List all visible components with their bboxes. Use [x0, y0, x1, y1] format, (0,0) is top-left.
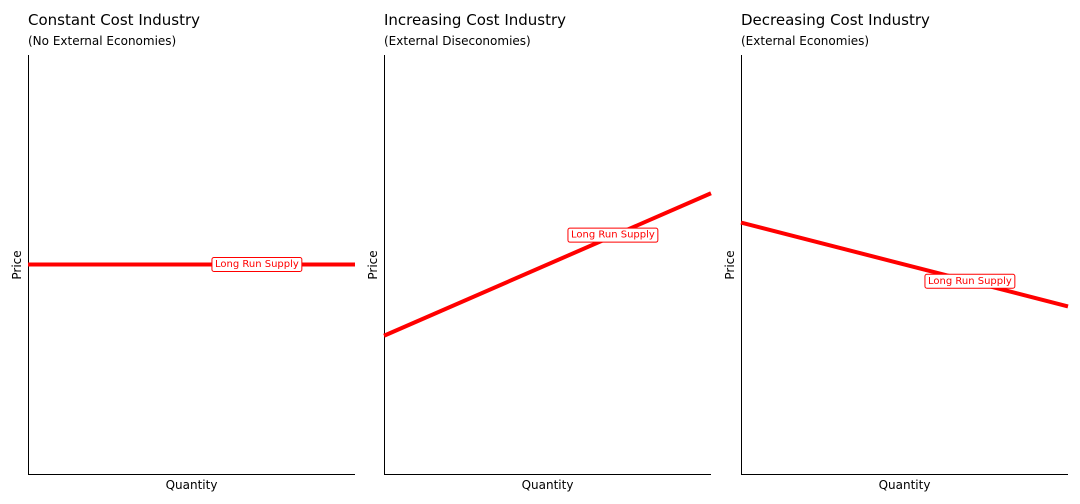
chart-panel-decreasing-cost: Decreasing Cost Industry (External Econo…: [723, 11, 1069, 492]
y-axis-title: Price: [10, 250, 24, 279]
x-axis-title: Quantity: [166, 478, 218, 492]
y-axis-title: Price: [366, 250, 380, 279]
long-run-supply-label: Long Run Supply: [215, 259, 299, 270]
chart-title: Increasing Cost Industry: [384, 11, 566, 29]
chart-title: Constant Cost Industry: [28, 11, 200, 29]
chart-panel-increasing-cost: Increasing Cost Industry (External Disec…: [366, 11, 712, 492]
chart-title: Decreasing Cost Industry: [741, 11, 930, 29]
long-run-supply-label-box: [924, 273, 1016, 289]
x-axis-title: Quantity: [522, 478, 574, 492]
long-run-supply-line: [383, 191, 712, 338]
long-run-supply-label-box: [211, 257, 303, 272]
chart-panel-constant-cost: Constant Cost Industry (No External Econ…: [10, 11, 355, 492]
long-run-supply-label-box: [567, 227, 659, 243]
long-run-supply-label: Long Run Supply: [928, 276, 1012, 287]
chart-subtitle: (No External Economies): [28, 34, 176, 48]
long-run-supply-label: Long Run Supply: [571, 230, 655, 241]
x-axis-title: Quantity: [879, 478, 931, 492]
long-run-supply-line: [740, 220, 1069, 309]
chart-subtitle: (External Diseconomies): [384, 34, 531, 48]
y-axis-title: Price: [723, 250, 737, 279]
chart-subtitle: (External Economies): [741, 34, 869, 48]
